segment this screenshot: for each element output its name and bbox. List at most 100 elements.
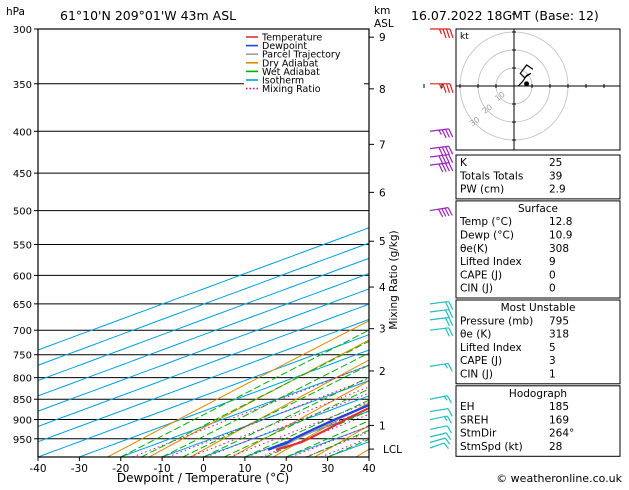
wind-barb (430, 409, 452, 417)
wind-barb-flag (446, 310, 450, 318)
wind-barb (430, 438, 450, 444)
panel-row-label: θe (K) (460, 329, 491, 341)
mixing-ratio-axis-label: Mixing Ratio (g/kg) (388, 230, 400, 329)
pressure-tick-label: 850 (13, 395, 32, 406)
wind-barb-flag (447, 426, 451, 433)
wind-barb-flag (449, 155, 453, 163)
km-unit-label: km (374, 5, 390, 17)
pressure-tick-label: 350 (13, 80, 32, 91)
wind-barb (430, 310, 453, 319)
wind-barb-flag (449, 328, 453, 336)
panel-row-label: CIN (J) (460, 369, 493, 381)
wind-barb-flag (442, 164, 446, 172)
panel-row-value: 0 (549, 283, 556, 295)
pressure-tick-label: 650 (13, 300, 32, 311)
wind-barb-flag (443, 84, 446, 93)
wind-barb-flag (446, 328, 450, 336)
panel-row-label: Lifted Index (460, 342, 522, 354)
wind-barb-flag (450, 84, 453, 93)
wind-barb-shaft (430, 409, 448, 412)
panel-row-label: Totals Totals (459, 170, 523, 182)
wind-barb-halfflag (440, 84, 442, 89)
wind-barb (430, 363, 452, 371)
wind-barb-flag (447, 396, 451, 403)
pressure-tick-label: 450 (13, 169, 32, 180)
pressure-tick-label: 800 (13, 374, 32, 385)
wind-barb-flag (448, 363, 452, 371)
wind-barb-flag (443, 29, 446, 38)
legend-label: Mixing Ratio (262, 84, 321, 95)
asl-unit-label: ASL (374, 18, 394, 30)
panel-row-value: 318 (549, 329, 569, 341)
pressure-tick-label: 950 (13, 435, 32, 446)
hodograph-storm-marker (524, 81, 529, 86)
wind-barb-flag (442, 147, 446, 155)
km-tick-label: 8 (379, 84, 386, 96)
wind-barb-flag (446, 155, 450, 163)
wind-barb-flag (439, 156, 443, 164)
wind-barb (430, 433, 451, 440)
panel-row-value: 1 (549, 369, 556, 381)
pressure-tick-label: 700 (13, 326, 32, 337)
wind-barb-halfflag (444, 396, 447, 400)
km-tick-label: 9 (379, 32, 386, 44)
wind-barb-flag (449, 163, 453, 171)
pressure-tick-label: 600 (13, 271, 32, 282)
wind-barb-flag (446, 163, 450, 171)
panel-row-label: CAPE (J) (460, 355, 502, 367)
hodograph-kt-label: kt (460, 32, 469, 42)
panel-row-label: θe(K) (460, 243, 488, 255)
pressure-tick-label: 500 (13, 207, 32, 218)
wind-barb-flag (445, 438, 449, 444)
wind-barb (430, 129, 453, 138)
panel-row-value: 0 (549, 269, 556, 281)
wind-barb-flag (447, 416, 451, 423)
panel-row-value: 795 (549, 315, 569, 327)
panel-row-label: Lifted Index (460, 256, 522, 268)
panel-row-value: 28 (549, 441, 562, 453)
panel-row-label: PW (cm) (460, 184, 504, 196)
km-tick-label: 3 (379, 324, 386, 336)
pressure-tick-label: 900 (13, 416, 32, 427)
wind-barb-flag (439, 147, 443, 155)
wind-barb (430, 146, 453, 155)
wind-barb-flag (439, 164, 443, 172)
wind-barb-flag (444, 443, 448, 449)
wind-barb (430, 155, 453, 164)
temperature-tick-label: 30 (321, 463, 334, 475)
km-tick-label: 4 (379, 282, 386, 294)
wind-barb (430, 328, 453, 337)
wind-barb (430, 163, 453, 172)
wind-barb-shaft (430, 426, 447, 430)
wind-barb (430, 426, 451, 433)
pressure-tick-label: 300 (13, 25, 32, 36)
pressure-tick-label: 550 (13, 240, 32, 251)
panel-row-label: K (460, 157, 468, 169)
wind-barb-shaft (430, 433, 446, 437)
wind-barb-flag (450, 29, 453, 38)
wind-barb-flag (442, 155, 446, 163)
panel-row-value: 12.8 (549, 216, 572, 228)
wind-barb (430, 443, 448, 449)
km-tick-label: 5 (379, 236, 386, 248)
panel-row-value: 2.9 (549, 184, 566, 196)
wind-barb-halfflag (445, 364, 448, 368)
wind-barb-flag (446, 147, 450, 155)
pressure-tick-label: 750 (13, 351, 32, 362)
panel-row-value: 39 (549, 170, 562, 182)
panel-row-value: 5 (549, 342, 556, 354)
x-axis-label: Dewpoint / Temperature (°C) (117, 471, 289, 485)
km-tick-label: 2 (379, 366, 386, 378)
km-tick-label: 1 (379, 420, 386, 432)
wind-barb-flag (449, 318, 453, 326)
panel-row-value: 25 (549, 157, 562, 169)
wind-barb-flag (446, 433, 450, 440)
wind-barb-shaft (430, 438, 445, 442)
wind-barb-flag (447, 84, 450, 93)
temperature-tick-label: 40 (362, 463, 375, 475)
panel-row-value: 9 (549, 256, 556, 268)
wind-barb-flag (449, 146, 453, 154)
